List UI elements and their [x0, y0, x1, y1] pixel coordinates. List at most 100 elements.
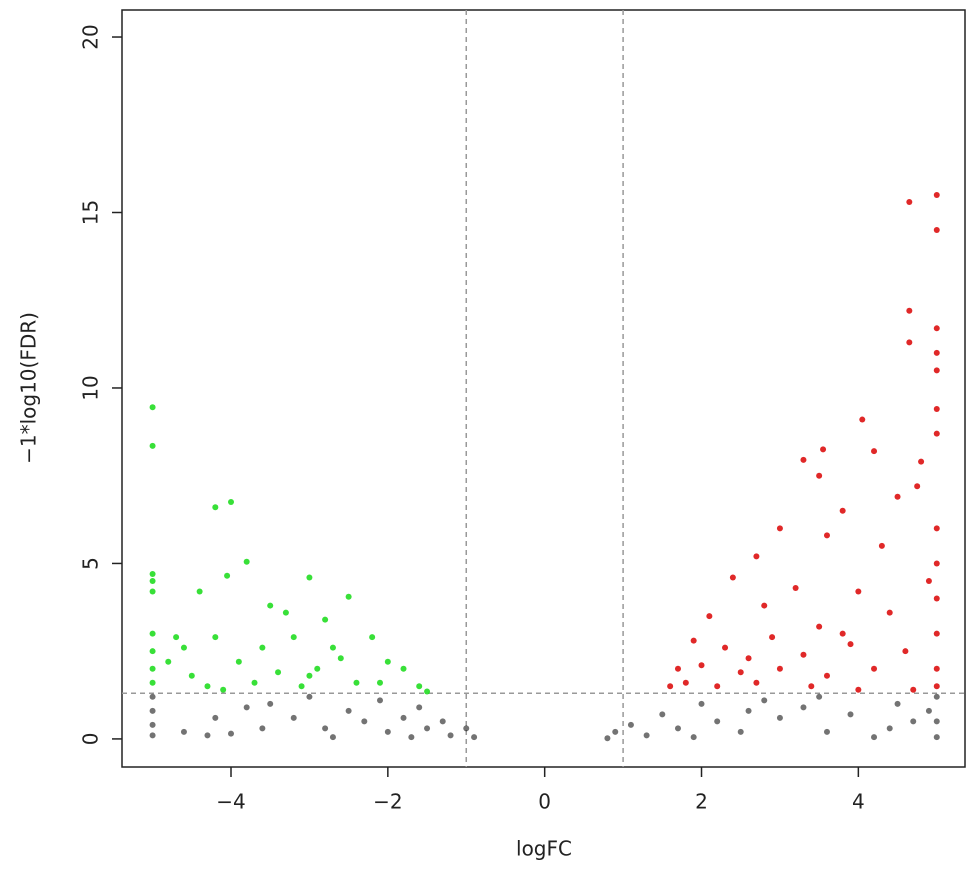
point: [769, 634, 776, 641]
point: [933, 325, 940, 332]
point: [800, 651, 807, 658]
point: [361, 718, 368, 725]
point: [855, 686, 862, 693]
point: [353, 679, 360, 686]
point: [212, 714, 219, 721]
point: [212, 504, 219, 511]
point: [871, 448, 878, 455]
point: [204, 683, 211, 690]
point: [188, 672, 195, 679]
point: [376, 697, 383, 704]
point: [228, 730, 235, 737]
point: [933, 718, 940, 725]
point: [604, 735, 611, 742]
point: [471, 734, 478, 741]
point: [690, 637, 697, 644]
point: [933, 630, 940, 637]
point: [149, 665, 156, 672]
point: [149, 732, 156, 739]
y-tick-label: 5: [79, 557, 103, 570]
point: [933, 525, 940, 532]
point: [729, 574, 736, 581]
point: [690, 734, 697, 741]
point: [698, 662, 705, 669]
point: [776, 525, 783, 532]
point: [792, 585, 799, 592]
point: [674, 725, 681, 732]
point: [149, 693, 156, 700]
point: [149, 577, 156, 584]
point: [627, 721, 634, 728]
point: [706, 613, 713, 620]
point: [180, 644, 187, 651]
point: [823, 532, 830, 539]
point: [282, 609, 289, 616]
point: [839, 507, 846, 514]
point: [384, 658, 391, 665]
point: [933, 406, 940, 413]
point: [275, 669, 282, 676]
point: [714, 718, 721, 725]
point: [906, 307, 913, 314]
point: [761, 697, 768, 704]
point: [816, 693, 823, 700]
point: [808, 683, 815, 690]
point: [745, 655, 752, 662]
point: [925, 577, 932, 584]
point: [306, 693, 313, 700]
point: [149, 442, 156, 449]
point: [416, 683, 423, 690]
point: [823, 728, 830, 735]
point: [745, 707, 752, 714]
x-axis-label: logFC: [516, 837, 572, 861]
point: [224, 572, 231, 579]
point: [314, 665, 321, 672]
point: [463, 725, 470, 732]
point: [337, 655, 344, 662]
point: [823, 672, 830, 679]
x-tick-label: −2: [373, 790, 402, 814]
point: [914, 483, 921, 490]
point: [933, 191, 940, 198]
point: [322, 725, 329, 732]
point: [674, 665, 681, 672]
point: [855, 588, 862, 595]
point: [933, 227, 940, 234]
point: [776, 665, 783, 672]
point: [933, 693, 940, 700]
x-tick-label: 4: [852, 790, 865, 814]
point: [859, 416, 866, 423]
x-tick-label: 0: [538, 790, 551, 814]
point: [659, 711, 666, 718]
y-tick-label: 0: [79, 733, 103, 746]
point: [722, 644, 729, 651]
point: [886, 725, 893, 732]
y-tick-label: 20: [79, 24, 103, 49]
point: [800, 704, 807, 711]
point: [698, 700, 705, 707]
point: [400, 714, 407, 721]
point: [643, 732, 650, 739]
point: [933, 683, 940, 690]
x-tick-label: 2: [695, 790, 708, 814]
point: [933, 734, 940, 741]
point: [776, 714, 783, 721]
point: [267, 602, 274, 609]
y-axis-label: −1*log10(FDR): [17, 312, 41, 464]
point: [376, 679, 383, 686]
point: [149, 707, 156, 714]
point: [165, 658, 172, 665]
point: [839, 630, 846, 637]
point: [871, 734, 878, 741]
point: [400, 665, 407, 672]
point: [329, 644, 336, 651]
point: [298, 683, 305, 690]
point: [737, 728, 744, 735]
point: [149, 404, 156, 411]
point: [149, 630, 156, 637]
point: [416, 704, 423, 711]
point: [800, 456, 807, 463]
point: [290, 634, 297, 641]
point: [345, 593, 352, 600]
